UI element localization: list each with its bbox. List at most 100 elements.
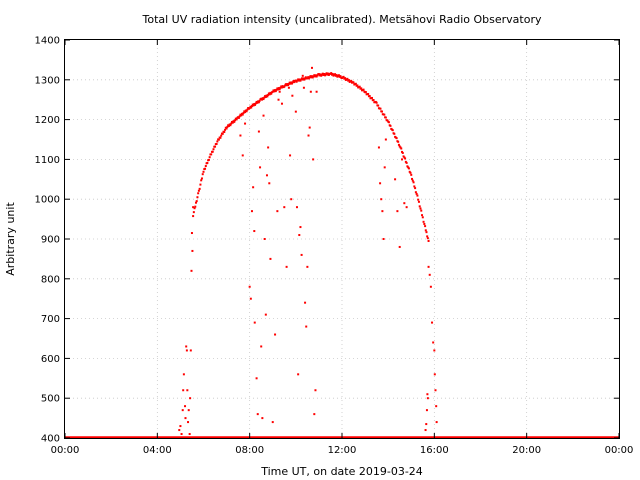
envelope-point	[230, 122, 233, 125]
y-tick-label: 1200	[35, 115, 60, 126]
scatter-point	[248, 285, 251, 288]
scatter-point	[187, 409, 190, 412]
envelope-point	[346, 77, 349, 80]
scatter-point	[306, 265, 309, 268]
scatter-point	[181, 409, 184, 412]
envelope-point	[408, 170, 411, 173]
envelope-point	[274, 90, 277, 93]
envelope-point	[306, 77, 309, 80]
envelope-point	[266, 95, 269, 98]
envelope-point	[381, 110, 384, 113]
envelope-point	[290, 81, 293, 84]
envelope-point	[417, 198, 420, 201]
envelope-point	[258, 99, 261, 102]
y-tick-label: 1300	[35, 75, 60, 86]
envelope-point	[309, 75, 312, 78]
envelope-point	[225, 127, 228, 130]
envelope-point	[237, 116, 240, 119]
scatter-point	[187, 421, 190, 424]
envelope-point	[347, 79, 350, 82]
envelope-point	[401, 150, 404, 153]
envelope-point	[401, 151, 404, 154]
envelope-point	[320, 73, 323, 76]
envelope-point	[389, 124, 392, 127]
envelope-point	[404, 160, 407, 163]
scatter-point	[267, 146, 270, 149]
envelope-point	[264, 95, 267, 98]
envelope-point	[204, 167, 207, 170]
envelope-point	[220, 134, 223, 137]
envelope-point	[198, 187, 201, 190]
envelope-point	[192, 215, 195, 218]
envelope-point	[324, 73, 327, 76]
scatter-point	[249, 297, 252, 300]
scatter-point	[309, 90, 312, 93]
x-axis-label: Time UT, on date 2019-03-24	[260, 465, 423, 478]
envelope-point	[308, 76, 311, 79]
y-tick-label: 900	[41, 235, 60, 246]
envelope-point	[418, 205, 421, 208]
scatter-point	[289, 154, 292, 157]
envelope-point	[331, 72, 334, 75]
scatter-point	[401, 158, 404, 161]
envelope-point	[304, 77, 307, 80]
scatter-point	[426, 397, 429, 400]
y-axis-tick-labels: 400 500 600 700 800 900 1000 1100 1200 1300 1400	[35, 36, 60, 445]
envelope-point	[415, 192, 418, 195]
envelope-point	[407, 167, 410, 170]
scatter-point	[380, 198, 383, 201]
envelope-point	[339, 75, 342, 78]
envelope-point	[197, 189, 200, 192]
envelope-point	[384, 116, 387, 119]
envelope-point	[296, 79, 299, 82]
scatter-point	[182, 389, 185, 392]
envelope-point	[295, 80, 298, 83]
envelope-point	[423, 222, 426, 225]
envelope-point	[379, 107, 382, 110]
envelope-point	[196, 196, 199, 199]
scatter-point	[190, 232, 193, 235]
envelope-point	[371, 96, 374, 99]
scatter-point	[431, 321, 434, 324]
envelope-point	[421, 216, 424, 219]
scatter-point	[263, 238, 266, 240]
envelope-point	[260, 98, 263, 101]
envelope-point	[263, 96, 266, 99]
scatter-point	[305, 325, 308, 328]
envelope-point	[314, 74, 317, 77]
envelope-point	[391, 129, 394, 132]
envelope-point	[200, 179, 203, 182]
envelope-point	[278, 88, 281, 91]
y-axis-label: Arbitrary unit	[4, 202, 17, 276]
grid	[65, 40, 619, 438]
envelope-point	[411, 179, 414, 182]
envelope-point	[280, 86, 283, 89]
x-tick-label: 04:00	[143, 445, 172, 456]
scatter-point	[403, 202, 406, 205]
plot-frame	[64, 39, 620, 439]
envelope-point	[416, 194, 419, 197]
envelope-point	[310, 75, 313, 78]
x-axis-tick-labels: 00:00 04:00 08:00 12:00 16:00 20:00 00:00	[51, 445, 634, 456]
envelope-point	[407, 166, 410, 169]
x-tick-label: 16:00	[420, 445, 449, 456]
envelope-point	[398, 145, 401, 148]
envelope-point	[327, 73, 330, 76]
envelope-point	[301, 78, 304, 81]
envelope-point	[287, 82, 290, 85]
scatter-point	[434, 389, 437, 392]
envelope-point	[252, 104, 255, 107]
envelope-point	[206, 161, 209, 164]
envelope-point	[317, 73, 320, 76]
envelope-point	[405, 161, 408, 164]
envelope-point	[280, 85, 283, 88]
axis-ticks	[64, 39, 620, 439]
envelope-point	[254, 102, 257, 105]
scatter-point	[260, 345, 263, 348]
envelope-point	[356, 84, 359, 87]
envelope-point	[307, 77, 310, 80]
envelope-point	[240, 114, 243, 117]
envelope-point	[201, 173, 204, 176]
envelope-point	[208, 156, 211, 159]
